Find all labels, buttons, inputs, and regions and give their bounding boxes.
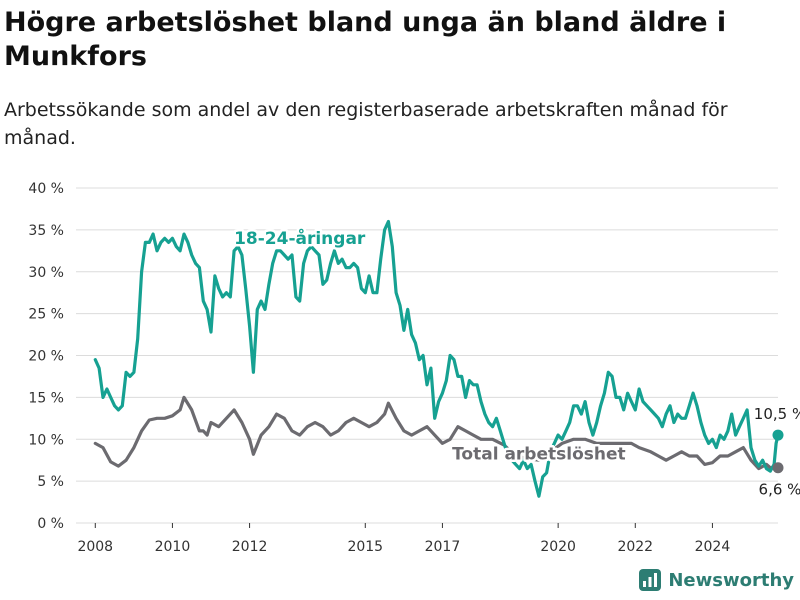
- series-line-total: [93, 395, 780, 471]
- chart-title: Högre arbetslöshet bland unga än bland ä…: [4, 7, 727, 72]
- y-tick-label: 0 %: [37, 516, 64, 532]
- x-tick-label: 2010: [155, 539, 191, 555]
- axis-layer: 0 % 5 % 10 % 15 % 20 % 25 % 30 % 35 % 40 % 2008 20…: [28, 181, 730, 555]
- grid-layer: [76, 187, 778, 524]
- series-label-18-24: 18-24-åringar: [234, 227, 366, 249]
- brand-name: Newsworthy: [668, 569, 794, 591]
- newsworthy-chart-icon: [639, 569, 662, 591]
- series-layer: [93, 219, 784, 498]
- y-tick-label: 35 %: [28, 223, 64, 239]
- end-point-total: [772, 462, 784, 474]
- y-tick-label: 15 %: [28, 390, 64, 406]
- y-tick-label: 10 %: [28, 432, 64, 448]
- brand-logo: Newsworthy: [638, 568, 794, 592]
- series-line-18-24: [93, 219, 780, 498]
- end-label-total: 6,6 %: [759, 481, 800, 499]
- x-tick-label: 2020: [540, 539, 576, 555]
- y-tick-label: 5 %: [37, 474, 64, 490]
- end-label-18-24: 10,5 %: [754, 405, 800, 423]
- x-tick-label: 2022: [617, 539, 653, 555]
- x-tick-label: 2017: [425, 539, 461, 555]
- y-tick-label: 30 %: [28, 265, 64, 281]
- y-tick-label: 25 %: [28, 307, 64, 323]
- y-tick-label: 40 %: [28, 181, 64, 197]
- chart-subtitle: Arbetssökande som andel av den registerb…: [4, 99, 728, 149]
- line-chart: 0 % 5 % 10 % 15 % 20 % 25 % 30 % 35 % 40 % 2008 20…: [28, 181, 800, 555]
- y-tick-label: 20 %: [28, 349, 64, 365]
- series-label-total: Total arbetslöshet: [452, 444, 626, 464]
- x-tick-label: 2015: [347, 539, 383, 555]
- x-tick-label: 2012: [232, 539, 268, 555]
- label-layer: 10,5 % 6,6 % 18-24-åringar Total arbetslösh…: [232, 225, 800, 499]
- x-tick-label: 2008: [77, 539, 113, 555]
- x-tick-label: 2024: [695, 539, 731, 555]
- end-point-18-24: [772, 429, 784, 441]
